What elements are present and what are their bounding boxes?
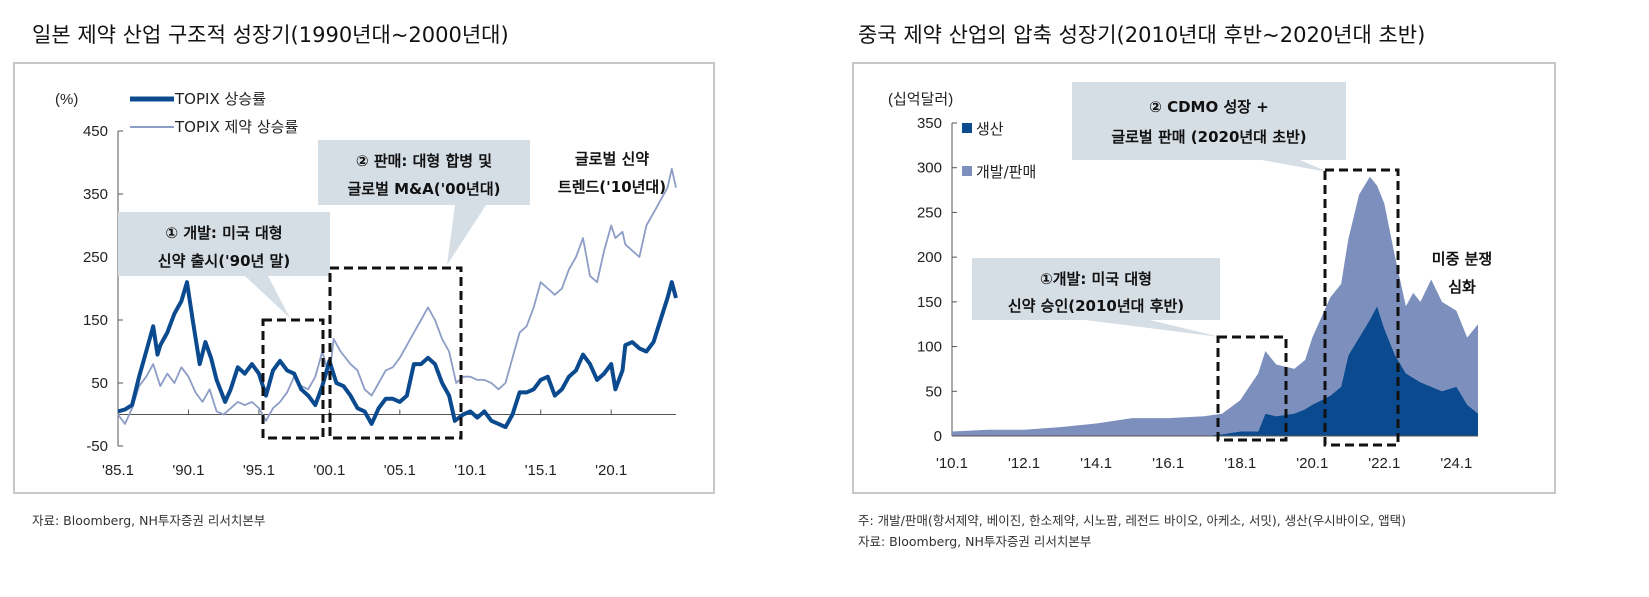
area-production [952, 306, 1478, 436]
y-tick-label: 300 [917, 160, 942, 177]
x-tick-label: '12.1 [1008, 455, 1040, 472]
y-tick-label: 450 [83, 123, 108, 140]
highlight-box-2000s [328, 266, 463, 440]
x-tick-label: '15.1 [525, 462, 557, 479]
left-callout-1: ① 개발: 미국 대형 신약 출시('90년 말) [118, 212, 330, 318]
series-line-topix [117, 280, 678, 430]
legend-label-rnd-sales: 개발/판매 [976, 163, 1036, 181]
y-tick-label: -50 [86, 438, 108, 455]
right-axes: 350 300 250 200 150 100 50 0 '10.1 '12.1 '14.1 '16.… [917, 115, 1478, 472]
callout-line: ② 판매: 대형 합병 및 [356, 152, 492, 170]
callout-bubble [318, 140, 530, 265]
annotation-line: 트렌드('10년대) [558, 178, 666, 196]
highlight-box-1990s [261, 318, 325, 440]
legend-label-pharma: TOPIX 제약 상승률 [174, 118, 298, 136]
right-chart-title: 중국 제약 산업의 압축 성장기(2010년대 후반~2020년대 초반) [858, 23, 1425, 47]
callout-line: 신약 출시('90년 말) [158, 252, 290, 270]
x-tick-label: '22.1 [1368, 455, 1400, 472]
right-chart: 중국 제약 산업의 압축 성장기(2010년대 후반~2020년대 초반) (십… [852, 23, 1556, 549]
x-tick-label: '90.1 [172, 462, 204, 479]
y-tick-label: 200 [917, 249, 942, 266]
right-callout-2: ② CDMO 성장 + 글로벌 판매 (2020년대 초반) [1072, 82, 1346, 172]
legend-swatch-production [962, 123, 972, 133]
callout-line: 글로벌 M&A('00년대) [347, 180, 500, 198]
x-tick-label: '16.1 [1152, 455, 1184, 472]
y-tick-label: 50 [91, 375, 108, 392]
callout-bubble [972, 258, 1220, 337]
left-series [117, 167, 678, 430]
highlight-box-late-2010s [1216, 335, 1288, 442]
y-tick-label: 150 [83, 312, 108, 329]
annotation-line: 글로벌 신약 [575, 150, 649, 168]
left-chart-title: 일본 제약 산업 구조적 성장기(1990년대~2000년대) [32, 23, 509, 47]
y-tick-label: 350 [917, 115, 942, 132]
y-tick-label: 250 [83, 249, 108, 266]
x-tick-label: '10.1 [454, 462, 486, 479]
callout-line: ② CDMO 성장 + [1149, 98, 1269, 116]
x-tick-label: '14.1 [1080, 455, 1112, 472]
left-callout-2: ② 판매: 대형 합병 및 글로벌 M&A('00년대) [318, 140, 530, 265]
callout-line: 신약 승인(2010년대 후반) [1008, 297, 1184, 315]
right-chart-frame [852, 62, 1556, 494]
right-callout-1: ①개발: 미국 대형 신약 승인(2010년대 후반) [972, 258, 1220, 337]
y-tick-label: 0 [934, 428, 942, 445]
right-note: 주: 개발/판매(항서제약, 베이진, 한소제약, 시노팜, 레전드 바이오, … [858, 513, 1406, 528]
left-y-unit: (%) [55, 91, 78, 108]
x-tick-label: '95.1 [243, 462, 275, 479]
right-legend: 생산 개발/판매 [962, 120, 1036, 181]
callout-line: 글로벌 판매 (2020년대 초반) [1111, 128, 1306, 146]
callout-line: ① 개발: 미국 대형 [165, 224, 282, 242]
left-source: 자료: Bloomberg, NH투자증권 리서치본부 [32, 513, 265, 528]
legend-label-production: 생산 [976, 120, 1004, 138]
x-tick-label: '20.1 [595, 462, 627, 479]
x-tick-label: '85.1 [102, 462, 134, 479]
highlight-box-early-2020s [1323, 168, 1400, 447]
left-axes: 450 350 250 150 50 -50 '85.1 '90.1 '95.1 '00.1 '05… [83, 123, 676, 479]
annotation-line: 심화 [1448, 278, 1476, 296]
x-tick-label: '18.1 [1224, 455, 1256, 472]
y-tick-label: 350 [83, 186, 108, 203]
right-y-unit: (십억달러) [888, 91, 953, 108]
x-tick-label: '20.1 [1296, 455, 1328, 472]
y-tick-label: 100 [917, 339, 942, 356]
y-tick-label: 50 [925, 383, 942, 400]
left-annotation-3: 글로벌 신약 트렌드('10년대) [558, 150, 666, 196]
annotation-line: 미중 분쟁 [1432, 250, 1492, 268]
legend-swatch-rnd-sales [962, 166, 972, 176]
callout-line: ①개발: 미국 대형 [1040, 270, 1152, 288]
right-source: 자료: Bloomberg, NH투자증권 리서치본부 [858, 534, 1091, 549]
callout-bubble [118, 212, 330, 318]
y-tick-label: 250 [917, 204, 942, 221]
x-tick-label: '24.1 [1440, 455, 1472, 472]
left-legend: TOPIX 상승률 TOPIX 제약 상승률 [130, 90, 298, 136]
x-tick-label: '10.1 [936, 455, 968, 472]
area-rnd-sales [952, 176, 1478, 436]
series-line-topix-pharma [117, 167, 677, 425]
right-annotation-3: 미중 분쟁 심화 [1432, 250, 1492, 296]
left-chart: 일본 제약 산업 구조적 성장기(1990년대~2000년대) (%) 450 3… [13, 23, 715, 528]
y-tick-label: 150 [917, 294, 942, 311]
right-series [952, 176, 1478, 437]
legend-label-topix: TOPIX 상승률 [174, 90, 266, 108]
x-tick-label: '00.1 [313, 462, 345, 479]
callout-bubble [1072, 82, 1346, 172]
left-chart-frame [13, 62, 715, 494]
x-tick-label: '05.1 [384, 462, 416, 479]
